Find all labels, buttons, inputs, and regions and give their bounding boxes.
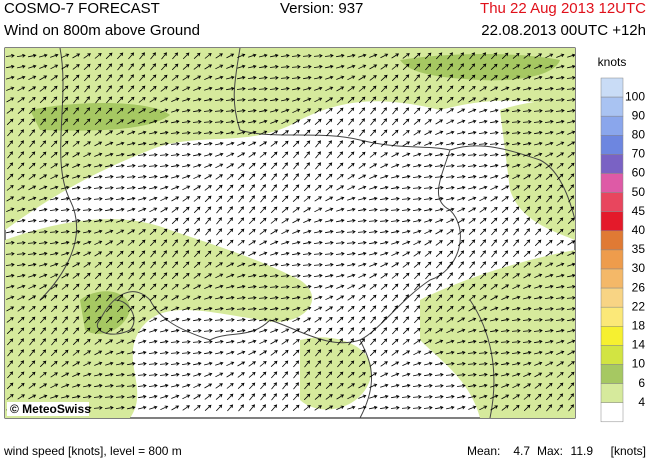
legend-unit: knots (598, 55, 627, 69)
legend-swatch (600, 230, 624, 251)
legend-label: 14 (632, 338, 646, 352)
legend-label: 50 (632, 185, 646, 199)
wind-arrows (5, 52, 576, 412)
mean-value: 4.7 (513, 444, 530, 458)
legend-label: 30 (632, 261, 646, 275)
legend-swatch (600, 345, 624, 365)
map: © MeteoSwiss (4, 47, 576, 419)
wind-areas (5, 48, 575, 418)
title: COSMO-7 FORECAST (4, 0, 160, 17)
legend-swatch (600, 115, 624, 136)
legend-label: 10 (632, 357, 646, 371)
legend-swatch (600, 77, 624, 98)
legend-label: 6 (638, 376, 645, 390)
unit: [knots] (611, 444, 646, 458)
legend-swatch (600, 364, 624, 384)
legend-swatch (600, 173, 624, 193)
mean-label: Mean: (467, 444, 500, 458)
legend-swatch (600, 402, 624, 423)
credit: © MeteoSwiss (10, 402, 91, 416)
legend-label: 18 (632, 318, 646, 332)
max-value: 11.9 (571, 444, 594, 458)
legend-label: 26 (632, 280, 646, 294)
subtitle: Wind on 800m above Ground (4, 22, 200, 39)
legend-swatch (600, 326, 624, 346)
legend-swatch (600, 211, 624, 232)
legend-label: 60 (632, 166, 646, 180)
legend-label: 80 (632, 127, 646, 141)
legend-swatch (600, 383, 624, 403)
legend-swatch (600, 154, 624, 174)
legend: 100 90 80 70 60 50 45 40 35 30 26 22 18 14 10 6 4 (600, 77, 646, 423)
legend-label: 4 (638, 395, 645, 409)
legend-label: 70 (632, 147, 646, 161)
legend-swatch (600, 96, 624, 117)
legend-label: 45 (632, 204, 646, 218)
valid-time: Thu 22 Aug 2013 12UTC (480, 0, 646, 17)
legend-swatch (600, 192, 624, 212)
credit-box (7, 402, 89, 416)
wind-areas-strong (30, 54, 560, 334)
version: Version: 937 (280, 0, 363, 17)
legend-label: 40 (632, 223, 646, 237)
footer-left: wind speed [knots], level = 800 m (3, 444, 182, 458)
legend-label: 100 (625, 89, 645, 103)
legend-swatch (600, 306, 624, 327)
legend-label: 35 (632, 242, 646, 256)
legend-swatch (600, 287, 624, 308)
run-time: 22.08.2013 00UTC +12h (481, 22, 646, 39)
legend-label: 90 (632, 108, 646, 122)
max-label: Max: (537, 444, 563, 458)
legend-swatch (600, 268, 624, 289)
legend-label: 22 (632, 299, 646, 313)
legend-swatch (600, 249, 624, 270)
legend-swatch (600, 135, 624, 155)
